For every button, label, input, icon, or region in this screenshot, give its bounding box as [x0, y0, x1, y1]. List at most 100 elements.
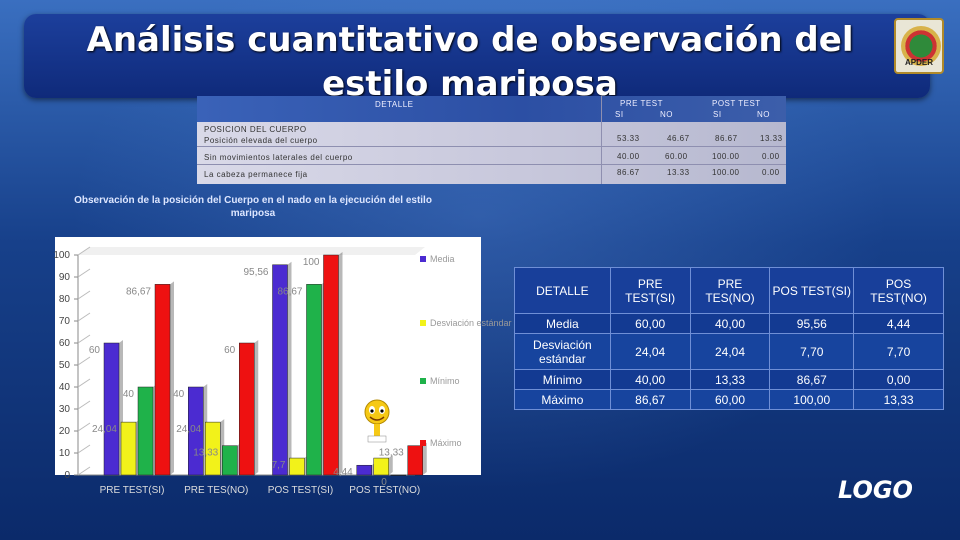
row-value: 86.67: [617, 168, 640, 177]
table-row: Máximo 86,67 60,00 100,00 13,33: [514, 389, 944, 410]
section-label: POSICION DEL CUERPO: [204, 125, 307, 134]
row-label: Mínimo: [514, 369, 611, 390]
table-cell: 40,00: [609, 369, 691, 390]
legend-label: Mínimo: [430, 376, 460, 386]
row-value: 86.67: [715, 134, 738, 143]
x-tick-label: PRE TES(NO): [184, 485, 248, 496]
bar-side: [338, 252, 343, 475]
table-cell: 60,00: [609, 313, 691, 334]
header-post-si: SI: [713, 110, 722, 119]
title-banner: [24, 14, 930, 98]
data-label: 13,33: [379, 448, 404, 459]
header-detail: DETALLE: [375, 100, 414, 109]
table-cell: 0,00: [853, 369, 944, 390]
row-value: 60.00: [665, 152, 688, 161]
gridline: [77, 246, 91, 256]
table-row: Media 60,00 40,00 95,56 4,44: [514, 313, 944, 334]
seal-emblem-icon: [901, 26, 941, 66]
legend-swatch: [420, 440, 426, 446]
table-cell: 4,44: [853, 313, 944, 334]
data-label: 100: [303, 257, 320, 268]
bar: [356, 464, 372, 476]
chart-wall: [78, 247, 425, 255]
y-tick-label: 100: [53, 250, 70, 261]
table-cell: 95,56: [769, 313, 855, 334]
legend-swatch: [420, 378, 426, 384]
bar: [154, 284, 171, 476]
bar: [373, 457, 389, 476]
column-header: DETALLE: [514, 267, 611, 314]
row-value: 100.00: [712, 168, 740, 177]
gridline: [77, 312, 91, 322]
row-label: Media: [514, 313, 611, 334]
y-tick-label: 0: [64, 470, 70, 481]
bar: [188, 386, 204, 476]
table-cell: 7,70: [853, 333, 944, 370]
cartoon-character-icon: [364, 399, 390, 443]
x-tick-label: PRE TEST(SI): [100, 485, 165, 496]
observation-table: DETALLE PRE TEST POST TEST SI NO SI NO P…: [197, 96, 786, 184]
gridline: [77, 268, 91, 278]
gridline: [77, 444, 91, 454]
y-tick-label: 20: [59, 426, 71, 437]
legend-label: Desviación estándar: [430, 318, 512, 328]
logo: LOGO: [838, 476, 913, 504]
y-tick-label: 50: [59, 360, 71, 371]
row-label: Desviación estándar: [514, 333, 611, 370]
legend-swatch: [420, 256, 426, 262]
column-header: PRE TES(NO): [689, 267, 771, 314]
row-value: 13.33: [667, 168, 690, 177]
row-value: 0.00: [762, 152, 780, 161]
gridline: [77, 356, 91, 366]
header-pre-no: NO: [660, 110, 673, 119]
gridline: [77, 378, 91, 388]
table-cell: 13,33: [853, 389, 944, 410]
bar-side: [254, 340, 259, 475]
bar: [239, 342, 255, 476]
row-label: Máximo: [514, 389, 611, 410]
x-tick-label: POS TEST(NO): [349, 485, 420, 496]
bar: [323, 254, 339, 476]
institution-seal-icon: APDER: [894, 18, 944, 74]
bar: [222, 445, 238, 476]
y-tick-label: 30: [59, 404, 71, 415]
bar-side: [287, 261, 292, 475]
row-value: 0.00: [762, 168, 780, 177]
bar: [137, 386, 154, 476]
data-label: 24,04: [176, 424, 201, 435]
row-label: La cabeza permanece fija: [204, 170, 308, 179]
row-value: 40.00: [617, 152, 640, 161]
bar-side: [422, 442, 427, 475]
data-label: 7,7: [272, 460, 286, 471]
table-cell: 100,00: [769, 389, 855, 410]
bar-side: [170, 281, 174, 475]
seal-label: APDER: [904, 58, 933, 67]
gridline: [77, 422, 91, 432]
y-tick-label: 70: [59, 316, 71, 327]
table-cell: 86,67: [609, 389, 691, 410]
bar: [205, 421, 221, 476]
data-label: 86,67: [277, 286, 302, 297]
chart-title: Observación de la posición del Cuerpo en…: [74, 195, 432, 219]
header-post-test: POST TEST: [712, 99, 761, 108]
bar: [407, 445, 423, 476]
data-label: 60: [89, 345, 101, 356]
x-tick-label: POS TEST(SI): [268, 485, 333, 496]
row-value: 100.00: [712, 152, 740, 161]
header-pre-si: SI: [615, 110, 624, 119]
y-tick-label: 80: [59, 294, 71, 305]
table-cell: 86,67: [769, 369, 855, 390]
bar: [272, 264, 288, 476]
data-label: 0: [381, 477, 387, 488]
gridline: [77, 466, 91, 476]
row-divider: [197, 164, 786, 165]
column-divider: [601, 96, 602, 184]
legend-label: Media: [430, 254, 455, 264]
table-cell: 40,00: [689, 313, 771, 334]
legend-label: Máximo: [430, 438, 462, 448]
observation-table-header: DETALLE PRE TEST POST TEST SI NO SI NO: [197, 96, 786, 122]
table-row: Desviación estándar 24,04 24,04 7,70 7,7…: [514, 333, 944, 370]
bar: [390, 474, 406, 476]
bar-side: [388, 455, 393, 475]
